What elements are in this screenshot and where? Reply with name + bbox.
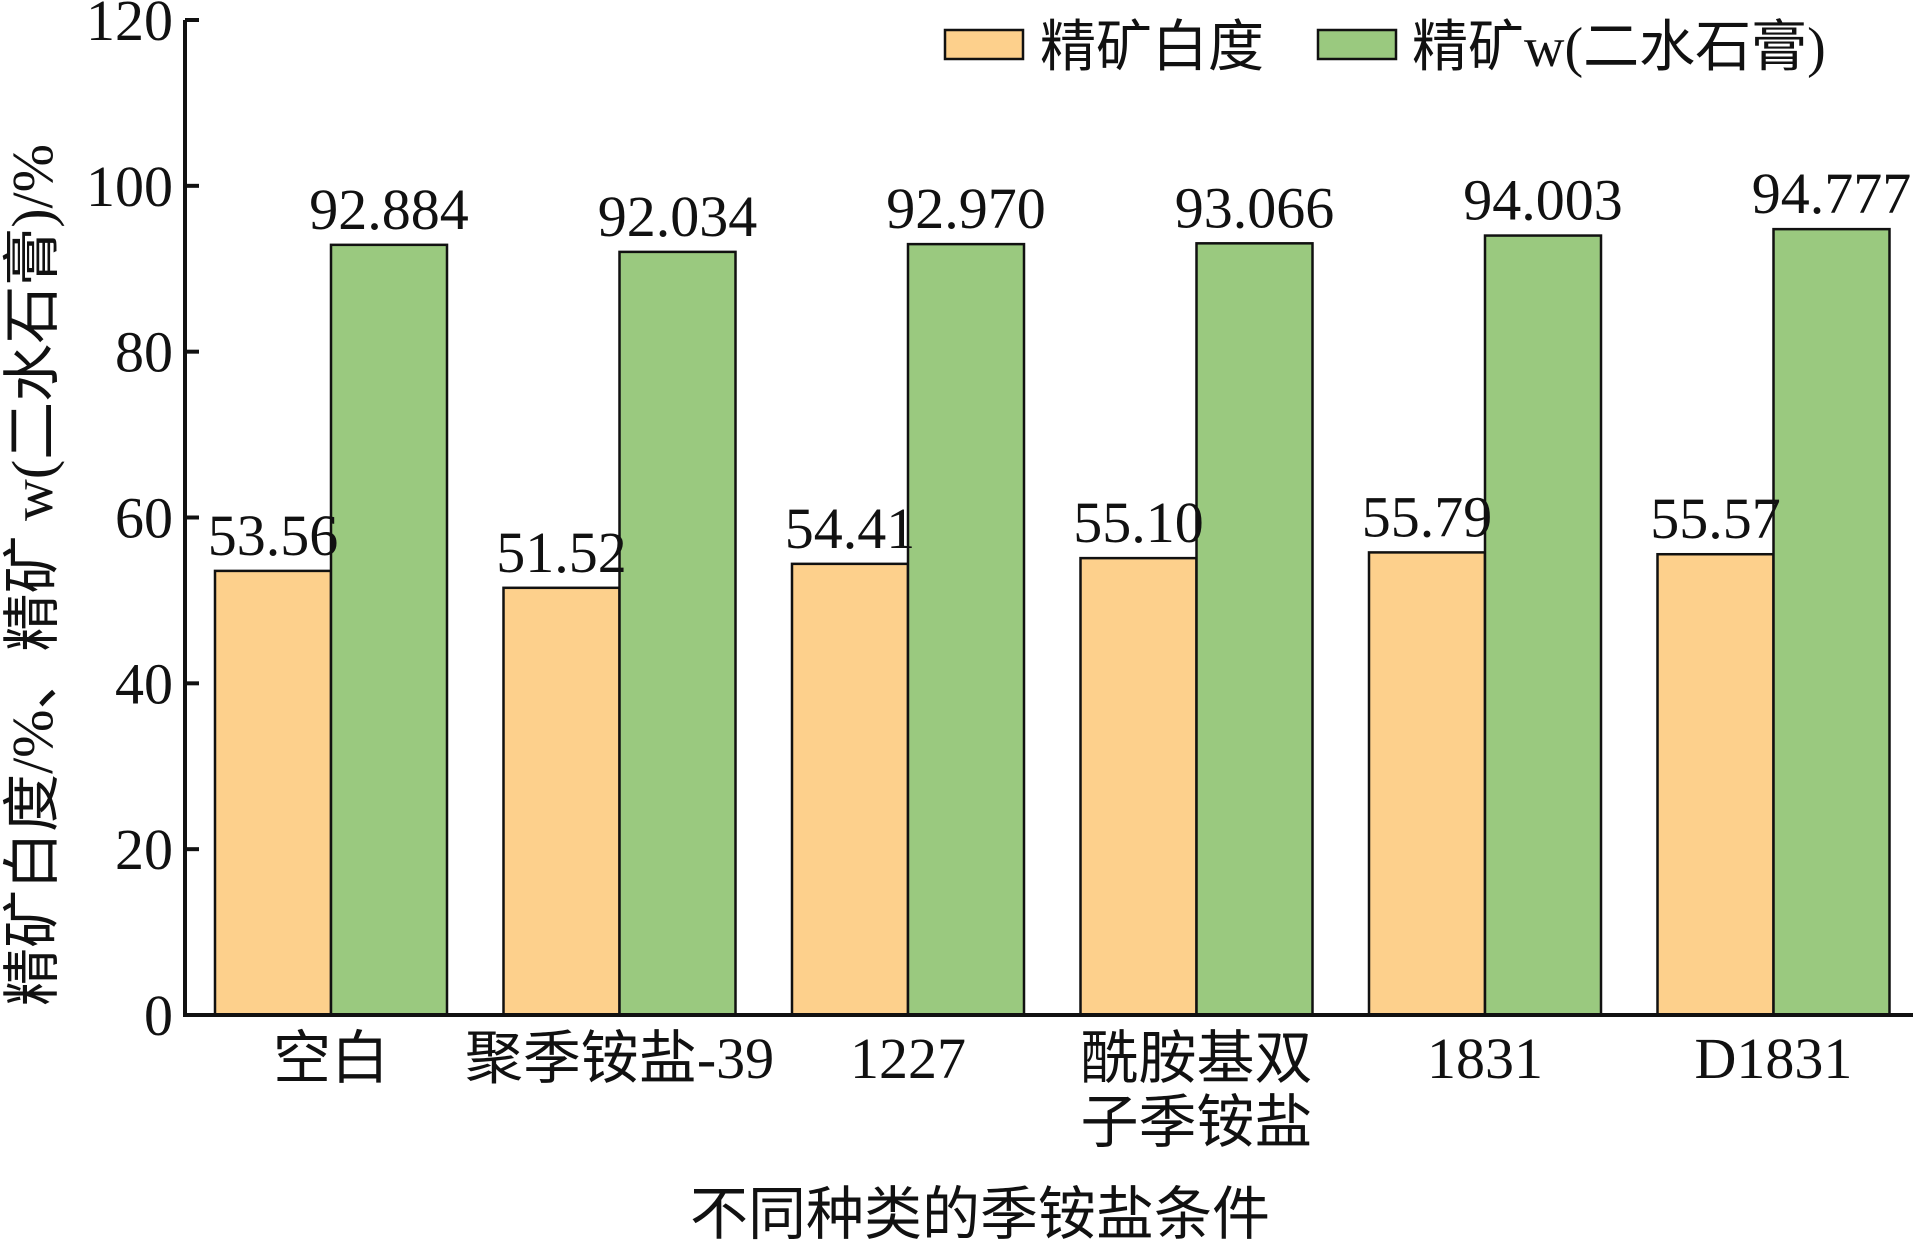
data-label-s1-1: 53.56: [208, 503, 339, 568]
bar-s1-5: [1367, 551, 1487, 1017]
data-label-s2-4: 93.066: [1175, 175, 1335, 240]
y-tick-label-60: 60: [115, 486, 173, 551]
x-axis-title: 不同种类的季铵盐条件: [690, 1182, 1270, 1247]
x-tick-label-1: 空白: [273, 1026, 389, 1091]
data-label-s1-5: 55.79: [1362, 484, 1493, 549]
bar-s2-3: [906, 242, 1026, 1017]
data-label-s1-6: 55.57: [1650, 486, 1781, 551]
data-label-s2-1: 92.884: [309, 177, 469, 242]
legend: 精矿白度 精矿w(二水石膏): [943, 17, 1826, 79]
bar-s2-1: [329, 243, 449, 1017]
legend-label-2: 精矿w(二水石膏): [1412, 17, 1826, 79]
y-tick-label-120: 120: [86, 0, 173, 53]
bar-s2-5: [1483, 234, 1603, 1017]
bar-s2-2: [618, 250, 737, 1017]
bar-s1-6: [1656, 552, 1775, 1017]
bar-s2-4: [1195, 242, 1314, 1017]
data-label-s2-2: 92.034: [598, 184, 758, 249]
x-tick-label-5: 1831: [1427, 1026, 1543, 1091]
legend-swatch-2: [1316, 28, 1398, 61]
bar-s1-2: [502, 586, 621, 1017]
data-label-s2-6: 94.777: [1752, 161, 1912, 226]
legend-swatch-1: [943, 28, 1025, 61]
bars-group: [213, 227, 1891, 1017]
bar-s1-3: [790, 562, 910, 1017]
y-tick-label-0: 0: [144, 983, 173, 1048]
y-tick-label-80: 80: [115, 320, 173, 385]
bar-s2-6: [1772, 227, 1891, 1017]
data-label-s2-5: 94.003: [1463, 168, 1623, 233]
x-tick-label-6: D1831: [1695, 1026, 1853, 1091]
data-labels-group: 53.56 51.52 54.41 55.10 55.79 55.57 92.884 92.0…: [208, 161, 1912, 585]
x-tick-label-2: 聚季铵盐-39: [465, 1026, 774, 1091]
y-tick-label-100: 100: [86, 154, 173, 219]
y-tick-label-20: 20: [115, 817, 173, 882]
bar-s1-4: [1079, 556, 1198, 1017]
y-tick-label-40: 40: [115, 651, 173, 716]
data-label-s1-3: 54.41: [785, 496, 916, 561]
y-axis-title: 精矿白度/%、精矿 w(二水石膏)/%: [0, 144, 65, 1006]
y-axis: 0 20 40 60 80 100 120: [86, 0, 199, 1048]
x-tick-label-4-line1: 酰胺基双: [1080, 1026, 1312, 1091]
legend-label-1: 精矿白度: [1040, 17, 1264, 79]
bar-s1-1: [213, 569, 333, 1017]
data-label-s1-2: 51.52: [496, 520, 627, 585]
x-tick-label-4-line2: 子季铵盐: [1080, 1090, 1312, 1155]
data-label-s1-4: 55.10: [1073, 490, 1204, 555]
data-label-s2-3: 92.970: [886, 176, 1046, 241]
x-tick-label-3: 1227: [850, 1026, 966, 1091]
